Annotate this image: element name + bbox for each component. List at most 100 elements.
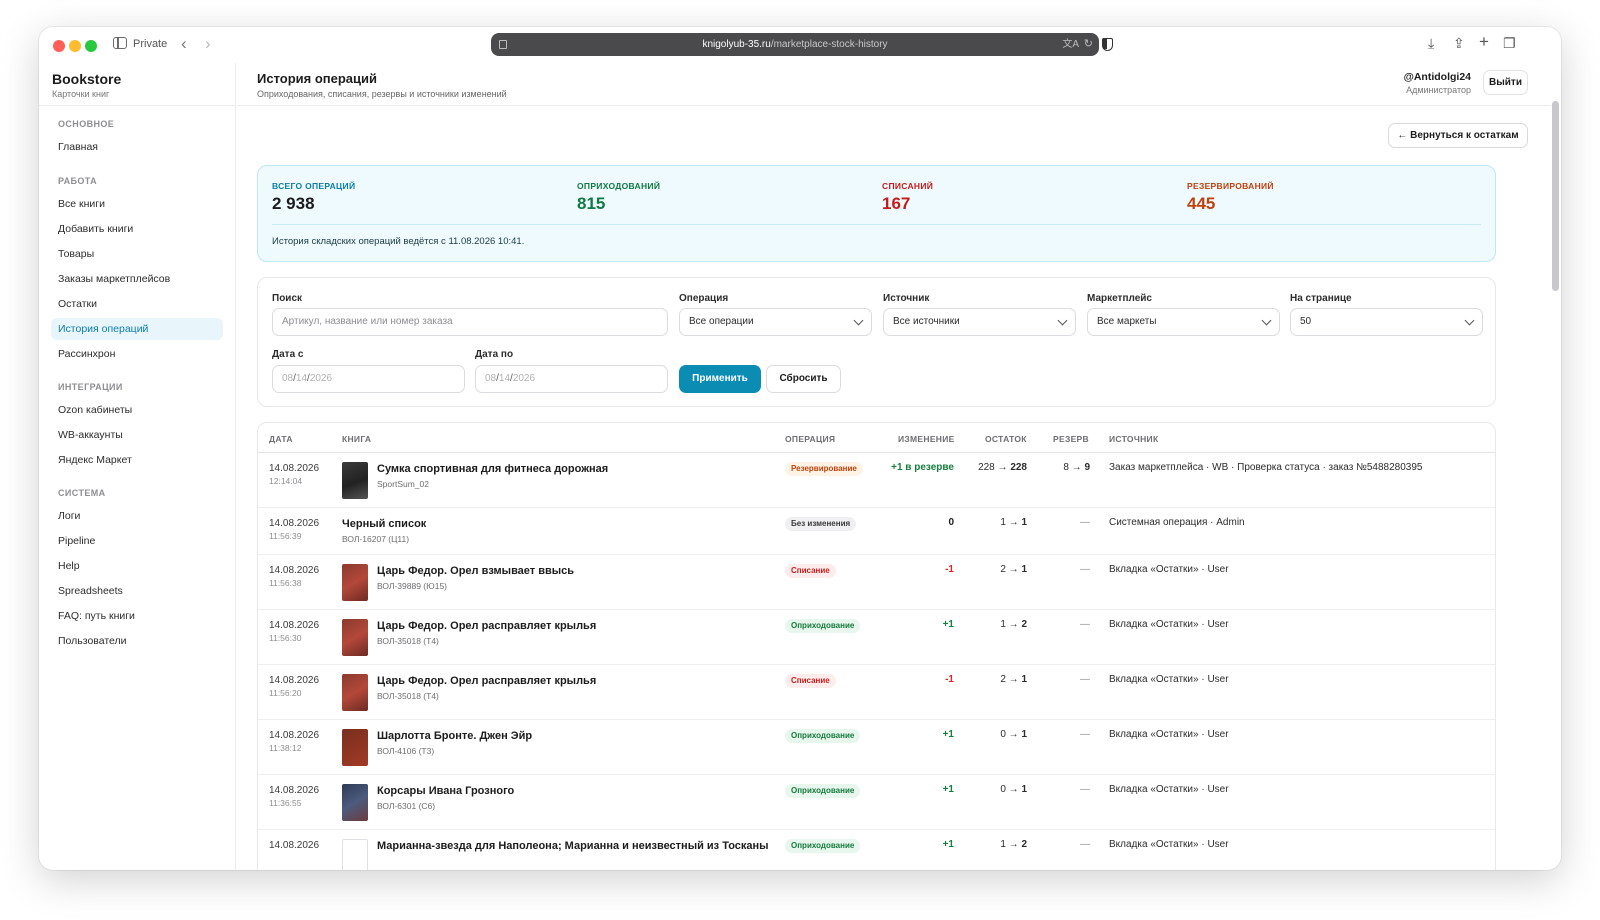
- operations-table: ДАТА КНИГА ОПЕРАЦИЯ ИЗМЕНЕНИЕ ОСТАТОК РЕ…: [257, 422, 1496, 870]
- col-source[interactable]: ИСТОЧНИК: [1109, 434, 1159, 444]
- table-row[interactable]: 14.08.2026 11:56:20 Царь Федор. Орел распр…: [258, 665, 1495, 720]
- col-date[interactable]: ДАТА: [269, 434, 293, 444]
- reload-icon[interactable]: ↻: [1083, 38, 1093, 50]
- balance-to: 1: [1021, 564, 1027, 575]
- col-reserve[interactable]: РЕЗЕРВ: [1053, 434, 1089, 444]
- book-title[interactable]: Шарлотта Бронте. Джен Эйр: [377, 730, 533, 742]
- reset-button[interactable]: Сбросить: [766, 365, 841, 393]
- book-title[interactable]: Царь Федор. Орел расправляет крылья: [377, 620, 597, 632]
- shield-icon[interactable]: [1102, 38, 1113, 51]
- history-note: История складских операций ведётся с 11.…: [272, 236, 525, 247]
- back-to-stock-button[interactable]: ← Вернуться к остаткам: [1388, 123, 1528, 148]
- table-row[interactable]: 14.08.2026 11:38:12 Шарлотта Бронте. Джен …: [258, 720, 1495, 775]
- book-cover-image[interactable]: [342, 462, 368, 499]
- date-to-input[interactable]: 08/14/2026: [475, 365, 668, 393]
- book-cover-image[interactable]: [342, 564, 368, 601]
- sidebar-toggle-icon[interactable]: [113, 37, 127, 49]
- table-row[interactable]: 14.08.2026 11:56:38 Царь Федор. Орел взмыв…: [258, 555, 1495, 610]
- sidebar-item-add-books[interactable]: Добавить книги: [58, 223, 134, 235]
- sidebar-item-logs[interactable]: Логи: [58, 510, 81, 522]
- page-settings-icon[interactable]: [499, 40, 507, 49]
- book-title[interactable]: Марианна-звезда для Наполеона; Марианна …: [377, 840, 769, 852]
- operation-select[interactable]: Все операции: [679, 308, 872, 336]
- sidebar-section-integrations: ИНТЕГРАЦИИ: [58, 382, 123, 392]
- search-input[interactable]: Артикул, название или номер заказа: [272, 308, 668, 336]
- apply-button[interactable]: Применить: [679, 365, 761, 393]
- book-title[interactable]: Черный список: [342, 518, 427, 530]
- table-row[interactable]: 14.08.2026 11:56:30 Царь Федор. Орел распр…: [258, 610, 1495, 665]
- logout-button[interactable]: Выйти: [1483, 70, 1528, 95]
- sidebar-item-ozon[interactable]: Ozon кабинеты: [58, 404, 133, 416]
- page-title: История операций: [257, 71, 378, 86]
- marketplace-select[interactable]: Все маркеты: [1087, 308, 1280, 336]
- col-balance[interactable]: ОСТАТОК: [985, 434, 1027, 444]
- sidebar-item-products[interactable]: Товары: [58, 248, 95, 260]
- table-row[interactable]: 14.08.2026 11:36:55 Корсары Ивана Грозного…: [258, 775, 1495, 830]
- book-title[interactable]: Царь Федор. Орел взмывает ввысь: [377, 565, 575, 577]
- balance-value: 2 → 1: [1000, 674, 1027, 685]
- book-cover-image[interactable]: [342, 729, 368, 766]
- stat-total: ВСЕГО ОПЕРАЦИЙ 2 938: [272, 181, 355, 214]
- per-page-label: На странице: [1290, 293, 1352, 304]
- address-bar[interactable]: knigolyub-35.ru/marketplace-stock-histor…: [491, 33, 1099, 56]
- sidebar-item-operations-history[interactable]: История операций: [51, 318, 223, 340]
- date-from-input[interactable]: 08/14/2026: [272, 365, 465, 393]
- book-title[interactable]: Царь Федор. Орел расправляет крылья: [377, 675, 597, 687]
- balance-to: 1: [1021, 784, 1027, 795]
- operation-label: Операция: [679, 293, 729, 304]
- book-cover-image[interactable]: [342, 839, 368, 870]
- sidebar-item-stock[interactable]: Остатки: [58, 298, 97, 310]
- scrollbar[interactable]: [1552, 101, 1559, 291]
- sidebar-item-marketplace-orders[interactable]: Заказы маркетплейсов: [58, 273, 171, 285]
- table-row[interactable]: 14.08.2026 11:56:39 Черный список ВОЛ-16207…: [258, 508, 1495, 555]
- zoom-window-button[interactable]: [85, 40, 97, 52]
- divider: [39, 105, 235, 106]
- col-operation[interactable]: ОПЕРАЦИЯ: [785, 434, 836, 444]
- brand-title[interactable]: Bookstore: [52, 71, 122, 87]
- minimize-window-button[interactable]: [69, 40, 81, 52]
- reserve-from: 8: [1063, 462, 1069, 473]
- change-value: 0: [948, 517, 954, 528]
- back-arrow-icon[interactable]: ‹: [181, 34, 187, 53]
- col-book[interactable]: КНИГА: [342, 434, 372, 444]
- per-page-select[interactable]: 50: [1290, 308, 1483, 336]
- change-value: +1: [942, 729, 954, 740]
- operation-badge: Списание: [785, 674, 836, 688]
- operation-badge: Списание: [785, 564, 836, 578]
- book-sku: ВОЛ-16207 (Ц11): [342, 534, 410, 544]
- balance-value: 228 → 228: [978, 462, 1027, 473]
- col-change[interactable]: ИЗМЕНЕНИЕ: [898, 434, 955, 444]
- sidebar-item-yandex[interactable]: Яндекс Маркет: [58, 454, 132, 466]
- balance-from: 0: [1000, 784, 1006, 795]
- table-row[interactable]: 14.08.2026 12:14:04 Сумка спортивная для ф…: [258, 453, 1495, 508]
- sidebar-item-wb[interactable]: WB-аккаунты: [58, 429, 123, 441]
- sidebar-item-users[interactable]: Пользователи: [58, 635, 127, 647]
- forward-arrow-icon[interactable]: ›: [205, 34, 211, 53]
- operation-select-value: Все операции: [689, 316, 754, 327]
- book-cover-image[interactable]: [342, 674, 368, 711]
- tabs-overview-icon[interactable]: ❐: [1503, 35, 1516, 51]
- sidebar-item-help[interactable]: Help: [58, 560, 80, 572]
- source-select[interactable]: Все источники: [883, 308, 1076, 336]
- sidebar-item-all-books[interactable]: Все книги: [58, 198, 105, 210]
- sidebar-item-pipeline[interactable]: Pipeline: [58, 535, 96, 547]
- sidebar-item-spreadsheets[interactable]: Spreadsheets: [58, 585, 123, 597]
- new-tab-icon[interactable]: +: [1479, 32, 1489, 51]
- table-row[interactable]: 14.08.2026 Марианна-звезда для Наполеона;…: [258, 830, 1495, 870]
- sidebar-item-faq[interactable]: FAQ: путь книги: [58, 610, 135, 622]
- book-cover-image[interactable]: [342, 619, 368, 656]
- book-title[interactable]: Корсары Ивана Грозного: [377, 785, 515, 797]
- balance-value: 2 → 1: [1000, 564, 1027, 575]
- close-window-button[interactable]: [53, 40, 65, 52]
- reserve-value: —: [1080, 674, 1090, 685]
- sidebar-item-desync[interactable]: Рассинхрон: [58, 348, 116, 360]
- download-icon[interactable]: ⤓: [1428, 35, 1435, 51]
- url-domain: knigolyub-35.ru: [702, 39, 771, 50]
- balance-from: 1: [1000, 619, 1006, 630]
- book-title[interactable]: Сумка спортивная для фитнеса дорожная: [377, 463, 609, 475]
- sidebar-item-home[interactable]: Главная: [58, 141, 98, 153]
- translate-icon[interactable]: 文A: [1062, 39, 1079, 50]
- book-cover-image[interactable]: [342, 784, 368, 821]
- per-page-select-value: 50: [1300, 316, 1312, 327]
- share-icon[interactable]: ⇪: [1453, 35, 1465, 51]
